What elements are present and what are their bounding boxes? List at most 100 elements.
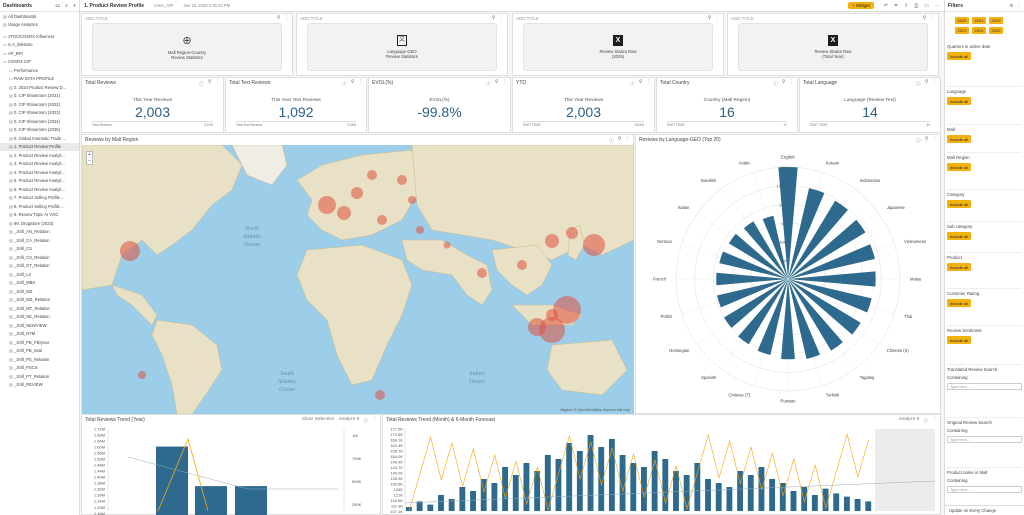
month-bar[interactable] — [801, 487, 808, 511]
month-bar[interactable] — [726, 487, 733, 511]
menu-icon[interactable]: ⋮ — [215, 79, 220, 85]
polar-bar[interactable] — [762, 215, 788, 279]
polar-bar[interactable] — [728, 233, 788, 279]
link-icon[interactable]: ⚲ — [494, 79, 499, 85]
info-icon[interactable]: ⓘ — [363, 418, 369, 424]
polar-chart[interactable]: English Korean Indonesian Japanese Vietnames… — [636, 145, 941, 413]
analyze-button[interactable]: Analyze It — [338, 416, 360, 422]
month-bar[interactable] — [459, 487, 466, 511]
link-icon[interactable]: ⚲ — [638, 79, 643, 85]
nav-tile[interactable]: X Review Statics Raw (Total Year) — [738, 23, 928, 71]
polar-bar[interactable] — [743, 221, 788, 279]
month-bar[interactable] — [502, 467, 509, 511]
folder-add-icon[interactable]: ▭ — [55, 2, 61, 9]
containing-select[interactable]: Containing — [947, 428, 968, 433]
zoom-control[interactable]: + − — [86, 151, 93, 165]
sidebar-dashboard-item[interactable]: ▤ 3. Product Review Analyti... — [0, 160, 79, 169]
link-icon[interactable]: ⚲ — [781, 79, 786, 85]
sidebar-dashboard-item[interactable]: ▤ _ztrill_PSCS — [0, 364, 79, 373]
link-icon[interactable]: ⚲ — [924, 79, 929, 85]
month-bar[interactable] — [523, 463, 530, 511]
sidebar-dashboard-item[interactable]: ▤ _ztrill_MS — [0, 287, 79, 296]
month-bar[interactable] — [822, 488, 829, 511]
month-bar[interactable] — [737, 471, 744, 511]
polar-bar[interactable] — [788, 219, 866, 279]
add-title-label[interactable]: ADD TITLE — [516, 16, 539, 21]
containing-select[interactable]: Containing — [947, 375, 968, 380]
month-bar[interactable] — [769, 479, 776, 511]
sidebar-dashboard-item[interactable]: ▤ 0. Global Cosmetic Trade ... — [0, 134, 79, 143]
year-chip[interactable]: 2024 — [972, 27, 986, 34]
sidebar-dashboard-item[interactable]: ▤ 9. Review Topic AI VOC — [0, 211, 79, 220]
month-bar[interactable] — [491, 483, 498, 511]
menu-icon[interactable]: ⋮ — [284, 15, 289, 21]
filter-section-label[interactable]: Product — [947, 255, 962, 260]
nav-tile[interactable]: X Review Statics Raw (2025) — [523, 23, 713, 71]
info-icon[interactable]: ⓘ — [915, 138, 921, 144]
sidebar-dashboard-item[interactable]: ▤ _ztrill_PS_Relation — [0, 355, 79, 364]
month-bar[interactable] — [790, 491, 797, 511]
sidebar-subfolder[interactable]: ▭ Performance — [0, 66, 79, 75]
link-icon[interactable]: ⚲ — [707, 15, 712, 21]
sidebar-dashboard-item[interactable]: ▤ _ztrill_MBS — [0, 279, 79, 288]
month-bar[interactable] — [534, 471, 541, 511]
list-icon[interactable]: ≡ — [65, 2, 69, 9]
month-bar[interactable] — [651, 451, 658, 511]
sidebar-dashboard-item[interactable]: ▤ 6. Product Review Analyti... — [0, 185, 79, 194]
info-icon[interactable]: ⓘ — [772, 81, 778, 87]
menu-icon[interactable]: ⋮ — [932, 79, 937, 85]
sidebar-dashboard-item[interactable]: ▤ 2. Product Review Analyti... — [0, 151, 79, 160]
share-icon[interactable]: ⇪ — [904, 2, 909, 9]
month-bar[interactable] — [705, 479, 711, 511]
month-bar[interactable] — [448, 499, 455, 511]
polar-bar[interactable] — [781, 279, 795, 360]
card-menu[interactable]: ⓘ ⚲ ⋮ — [916, 80, 937, 87]
month-bar[interactable] — [630, 463, 637, 511]
month-bar[interactable] — [587, 435, 594, 511]
sidebar-dashboard-item[interactable]: ▤ _ztrill_MS_Relation — [0, 296, 79, 305]
filter-menu-icon[interactable]: ⋮ — [1016, 2, 1022, 8]
month-bar[interactable] — [683, 475, 690, 511]
month-bar[interactable] — [544, 455, 551, 511]
polar-bar[interactable] — [778, 167, 798, 279]
month-bar[interactable] — [555, 459, 562, 511]
filter-section-label[interactable]: Customer Rating — [947, 291, 980, 296]
nav-tile[interactable]: 文 Language-GEO Review Statistics — [307, 23, 497, 71]
month-bar[interactable] — [427, 504, 434, 511]
polar-bar[interactable] — [788, 279, 843, 351]
sidebar-dashboard-item[interactable]: ▤ 0. 2024 Product Review D... — [0, 83, 79, 92]
month-bar[interactable] — [811, 495, 818, 511]
year-bar[interactable] — [235, 486, 267, 515]
polar-bar[interactable] — [788, 279, 821, 359]
trend-month-chart[interactable]: 177.5K172.8K168.1K163.4K158.7K154.0K149.… — [383, 425, 941, 515]
sidebar-dashboard-item[interactable]: ▤ _ztrill_CS_Relation — [0, 253, 79, 262]
link-icon[interactable]: ⚲ — [350, 79, 355, 85]
search-input[interactable]: Type here... — [947, 383, 1022, 390]
clear-selection-button[interactable]: Clear Selection — [301, 416, 335, 422]
search-input[interactable]: Type here... — [947, 436, 1022, 443]
card-menu[interactable]: ⚲ ⋮ — [492, 16, 504, 21]
menu-icon[interactable]: ⋮ — [932, 416, 937, 422]
sidebar-dashboard-item[interactable]: ▤ 8. Product Selling Profile ... — [0, 202, 79, 211]
include-all-button[interactable]: Include all — [947, 263, 972, 271]
filter-section-label[interactable]: Sub category — [947, 224, 973, 229]
menu-icon[interactable]: ⋮ — [502, 79, 507, 85]
include-all-button[interactable]: Include all — [947, 97, 972, 105]
menu-icon[interactable]: ⋮ — [930, 15, 935, 21]
month-bar[interactable] — [416, 501, 423, 511]
month-bar[interactable] — [641, 467, 647, 511]
include-all-button[interactable]: Include all — [947, 135, 972, 143]
info-icon[interactable]: ⓘ — [341, 81, 347, 87]
sidebar-dashboard-item[interactable]: ▤ _ztrill_CA_Relation — [0, 236, 79, 245]
polar-bar[interactable] — [788, 279, 872, 313]
sidebar-dashboard-item[interactable]: ▤ _ztrill_NE_Relation — [0, 313, 79, 322]
polar-bar[interactable] — [788, 244, 875, 279]
month-bar[interactable] — [854, 499, 861, 511]
polar-bar[interactable] — [716, 272, 788, 286]
include-all-button[interactable]: Include all — [947, 52, 972, 60]
menu-icon[interactable]: ⋮ — [499, 15, 504, 21]
menu-icon[interactable]: ⋮ — [715, 15, 720, 21]
add-icon[interactable]: + — [73, 2, 76, 9]
polar-bar[interactable] — [788, 188, 825, 279]
menu-icon[interactable]: ⋮ — [358, 79, 363, 85]
